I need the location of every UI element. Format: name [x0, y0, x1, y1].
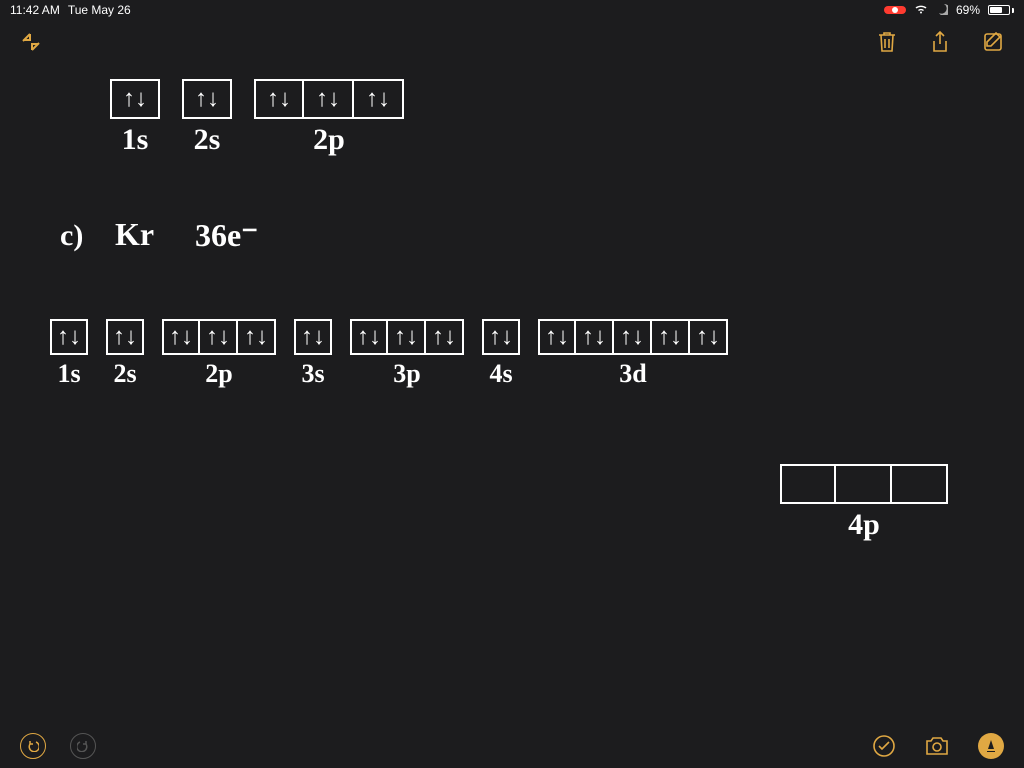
- orbital-group: ↑↓↑↓↑↓2p: [162, 319, 276, 389]
- orbital-boxes: ↑↓: [482, 319, 520, 355]
- orbital-box: ↑↓: [182, 79, 232, 119]
- markup-button[interactable]: [978, 733, 1004, 759]
- notes-toolbar: [0, 20, 1024, 64]
- orbital-box: ↑↓: [50, 319, 88, 355]
- battery-icon: [988, 5, 1014, 15]
- orbital-group: 4p: [780, 464, 948, 542]
- orbital-box: ↑↓: [304, 79, 354, 119]
- orbital-boxes: ↑↓: [110, 79, 160, 119]
- wifi-icon: [914, 3, 928, 17]
- orbital-box: ↑↓: [110, 79, 160, 119]
- status-date: Tue May 26: [68, 3, 131, 17]
- orbital-box: ↑↓: [354, 79, 404, 119]
- orbital-group: ↑↓ 2s: [182, 79, 232, 157]
- orbital-label: 2s: [113, 359, 136, 389]
- orbital-box: [780, 464, 836, 504]
- trash-icon[interactable]: [876, 30, 898, 54]
- orbital-boxes: ↑↓: [106, 319, 144, 355]
- orbital-group: ↑↓↑↓↑↓↑↓↑↓3d: [538, 319, 728, 389]
- orbital-label: 3p: [393, 359, 420, 389]
- status-time: 11:42 AM: [10, 3, 60, 17]
- battery-percent: 69%: [956, 3, 980, 17]
- orbital-box: [836, 464, 892, 504]
- orbital-box: ↑↓: [576, 319, 614, 355]
- orbital-boxes: ↑↓: [294, 319, 332, 355]
- orbital-label: 2p: [313, 123, 345, 157]
- orbital-boxes: ↑↓↑↓↑↓: [350, 319, 464, 355]
- share-icon[interactable]: [930, 30, 950, 54]
- orbital-box: ↑↓: [294, 319, 332, 355]
- orbital-trailing: 4p: [780, 464, 948, 542]
- orbital-boxes: ↑↓↑↓↑↓: [162, 319, 276, 355]
- orbital-boxes: ↑↓: [182, 79, 232, 119]
- orbital-box: ↑↓: [482, 319, 520, 355]
- orbital-row-top: ↑↓1s↑↓2s↑↓↑↓↑↓2p: [110, 79, 404, 157]
- orbital-boxes: ↑↓↑↓↑↓: [254, 79, 404, 119]
- orbital-box: ↑↓: [350, 319, 388, 355]
- orbital-label: 2p: [205, 359, 232, 389]
- orbital-box: ↑↓: [200, 319, 238, 355]
- orbital-boxes: ↑↓↑↓↑↓↑↓↑↓: [538, 319, 728, 355]
- orbital-box: ↑↓: [162, 319, 200, 355]
- orbital-group: ↑↓↑↓↑↓3p: [350, 319, 464, 389]
- orbital-label: 1s: [122, 123, 149, 157]
- orbital-label: 1s: [57, 359, 80, 389]
- orbital-box: ↑↓: [690, 319, 728, 355]
- orbital-group: ↑↓ 1s: [50, 319, 88, 389]
- screen-record-indicator[interactable]: [884, 6, 906, 14]
- redo-button[interactable]: [70, 733, 96, 759]
- orbital-box: ↑↓: [238, 319, 276, 355]
- orbital-label: 4p: [848, 508, 880, 542]
- orbital-box: [892, 464, 948, 504]
- orbital-group: ↑↓ 3s: [294, 319, 332, 389]
- moon-icon: [936, 3, 948, 18]
- orbital-boxes: [780, 464, 948, 504]
- compose-icon[interactable]: [982, 31, 1004, 53]
- orbital-label: 3s: [301, 359, 324, 389]
- undo-button[interactable]: [20, 733, 46, 759]
- orbital-group: ↑↓ 1s: [110, 79, 160, 157]
- electron-count: 36e⁻: [195, 216, 258, 254]
- orbital-box: ↑↓: [388, 319, 426, 355]
- orbital-boxes: ↑↓: [50, 319, 88, 355]
- checkmark-circle-icon[interactable]: [872, 734, 896, 758]
- orbital-group: ↑↓↑↓↑↓2p: [254, 79, 404, 157]
- orbital-box: ↑↓: [426, 319, 464, 355]
- element-symbol: Kr: [115, 216, 154, 253]
- camera-icon[interactable]: [924, 735, 950, 757]
- collapse-icon[interactable]: [20, 31, 42, 53]
- problem-label: c): [60, 219, 83, 253]
- bottom-toolbar: [0, 724, 1024, 768]
- orbital-box: ↑↓: [254, 79, 304, 119]
- orbital-label: 4s: [489, 359, 512, 389]
- orbital-box: ↑↓: [106, 319, 144, 355]
- orbital-group: ↑↓ 4s: [482, 319, 520, 389]
- status-bar: 11:42 AM Tue May 26 69%: [0, 0, 1024, 20]
- orbital-label: 2s: [194, 123, 221, 157]
- orbital-box: ↑↓: [652, 319, 690, 355]
- orbital-row-bottom: ↑↓1s↑↓2s↑↓↑↓↑↓2p↑↓3s↑↓↑↓↑↓3p↑↓4s↑↓↑↓↑↓↑↓…: [50, 319, 728, 389]
- orbital-label: 3d: [619, 359, 646, 389]
- orbital-group: ↑↓ 2s: [106, 319, 144, 389]
- orbital-box: ↑↓: [614, 319, 652, 355]
- note-canvas[interactable]: ↑↓1s↑↓2s↑↓↑↓↑↓2p c) Kr 36e⁻ ↑↓1s↑↓2s↑↓↑↓…: [0, 64, 1024, 724]
- orbital-box: ↑↓: [538, 319, 576, 355]
